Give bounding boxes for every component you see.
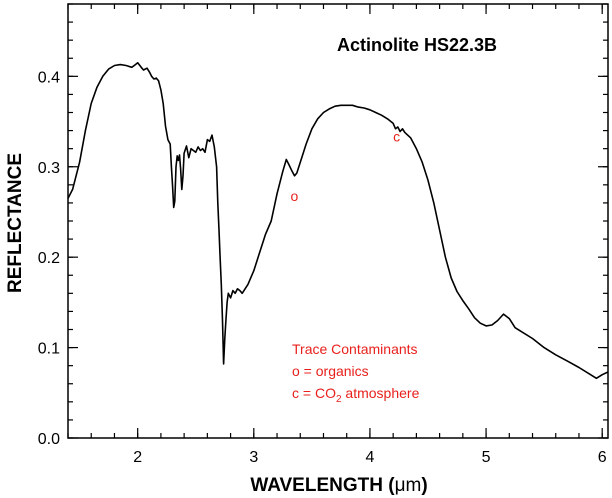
axis-ticks bbox=[67, 3, 608, 439]
x-tick-label: 4 bbox=[365, 449, 374, 466]
x-tick-label: 6 bbox=[598, 449, 607, 466]
contaminant-marker-o: o bbox=[291, 188, 299, 204]
x-tick-label: 2 bbox=[133, 449, 142, 466]
y-tick-label: 0.0 bbox=[38, 431, 60, 448]
reflectance-spectrum-line bbox=[67, 62, 609, 380]
legend-co2: c = CO2 atmosphere bbox=[292, 385, 420, 405]
y-tick-label: 0.2 bbox=[38, 250, 60, 267]
legend-heading: Trace Contaminants bbox=[292, 341, 418, 357]
chart-title: Actinolite HS22.3B bbox=[337, 35, 497, 55]
legend-organics: o = organics bbox=[292, 363, 369, 379]
x-tick-label: 5 bbox=[482, 449, 491, 466]
y-tick-label: 0.4 bbox=[38, 69, 60, 86]
x-axis-label: WAVELENGTH (μm) bbox=[250, 475, 427, 496]
contaminant-marker-c: c bbox=[393, 128, 400, 144]
y-tick-labels: 0.0 0.1 0.2 0.3 0.4 bbox=[38, 69, 60, 448]
plot-frame bbox=[67, 3, 609, 439]
y-tick-label: 0.1 bbox=[38, 341, 60, 358]
legend-box: Trace Contaminants o = organics c = CO2 … bbox=[292, 341, 420, 405]
y-axis-label: REFLECTANCE bbox=[5, 153, 26, 293]
contaminant-markers: oc bbox=[291, 128, 401, 204]
x-tick-labels: 2 3 4 5 6 bbox=[133, 449, 607, 466]
y-tick-label: 0.3 bbox=[38, 160, 60, 177]
x-axis-unit: μm bbox=[395, 475, 422, 496]
x-tick-label: 3 bbox=[249, 449, 258, 466]
legend-co2-subscript: 2 bbox=[336, 394, 342, 405]
